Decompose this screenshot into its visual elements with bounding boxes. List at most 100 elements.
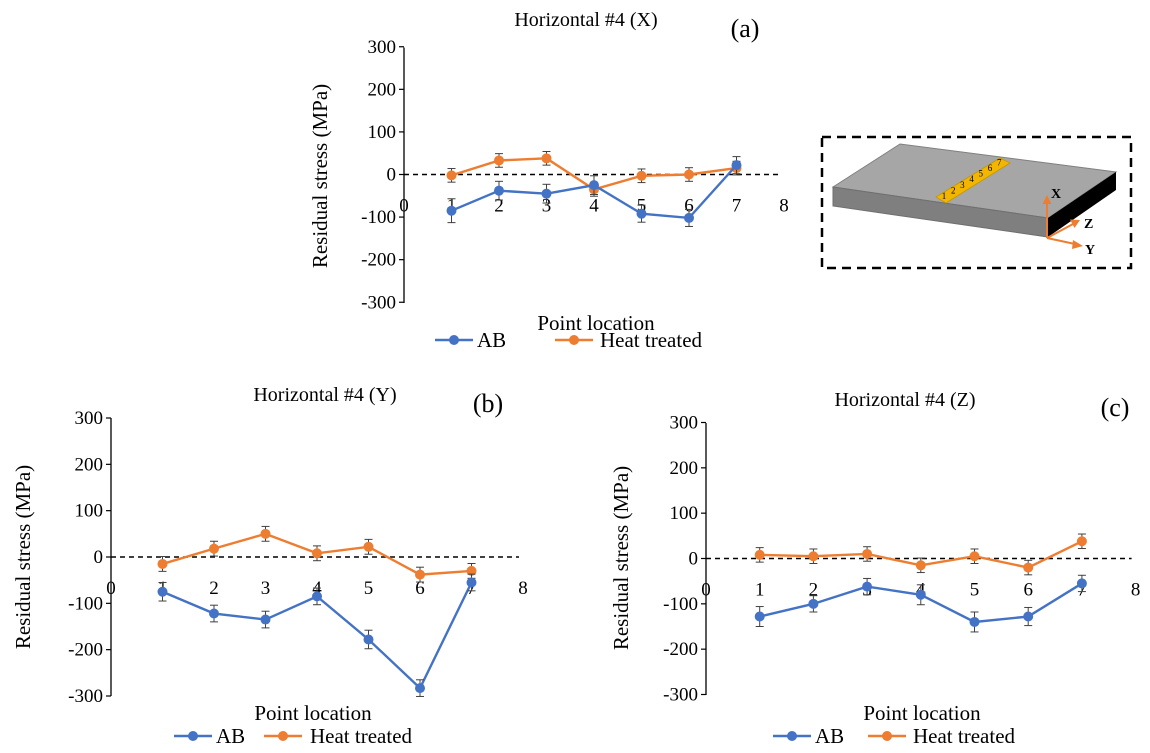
y-tick-label: 200 <box>670 458 699 479</box>
legend-marker-ab <box>787 731 797 741</box>
x-axis-label: Point location <box>863 701 981 725</box>
panel-label: (b) <box>473 389 503 418</box>
data-point-heat-treated <box>1076 536 1087 547</box>
data-point-heat-treated <box>636 170 647 181</box>
x-tick-label: 2 <box>809 580 819 601</box>
data-point-ab <box>915 589 926 600</box>
x-tick-label: 5 <box>970 580 980 601</box>
x-tick-label: 6 <box>1023 580 1033 601</box>
data-point-ab <box>466 577 477 588</box>
legend-label-ab: AB <box>216 724 245 748</box>
chart-title: Horizontal #4 (Z) <box>834 389 975 411</box>
data-point-ab <box>363 634 374 645</box>
data-point-heat-treated <box>754 549 765 560</box>
legend-marker-heat-treated <box>569 335 579 345</box>
x-tick-label: 1 <box>755 580 765 601</box>
y-tick-label: 0 <box>94 547 104 568</box>
legend-marker-ab <box>188 731 198 741</box>
y-axis-label: Residual stress (MPa) <box>609 466 633 650</box>
data-point-heat-treated <box>209 543 219 554</box>
z-axis-arrowhead <box>1070 219 1080 228</box>
x-axis-letter: X <box>1051 187 1061 202</box>
legend-marker-ab <box>449 335 459 345</box>
y-axis-letter: Y <box>1085 243 1095 258</box>
chart-panel-c: Horizontal #4 (Z) (c)3002001000-100-200-3… <box>609 389 1140 748</box>
x-tick-label: 2 <box>494 196 504 217</box>
y-tick-label: 100 <box>670 503 699 524</box>
y-tick-label: 300 <box>368 37 397 58</box>
data-point-heat-treated <box>446 170 457 181</box>
data-point-heat-treated <box>915 560 926 571</box>
data-point-ab <box>684 212 694 223</box>
x-tick-label: 7 <box>732 196 742 217</box>
x-tick-label: 3 <box>542 196 552 217</box>
y-tick-label: 0 <box>689 549 699 570</box>
legend-label-heat-treated: Heat treated <box>913 724 1016 748</box>
chart-title: Horizontal #4 (Y) <box>253 384 396 406</box>
legend-label-heat-treated: Heat treated <box>600 328 703 352</box>
chart-panel-b: Horizontal #4 (Y) (b)3002001000-100-200-3… <box>11 384 528 748</box>
y-axis-arrowhead <box>1072 240 1083 249</box>
data-point-heat-treated <box>260 528 271 539</box>
inset-dashed-frame <box>820 135 1133 270</box>
y-tick-label: -300 <box>361 292 396 313</box>
data-point-ab <box>862 581 873 592</box>
y-tick-label: -300 <box>663 685 698 706</box>
data-point-heat-treated <box>466 565 477 576</box>
y-tick-label: 100 <box>75 501 104 522</box>
legend-marker-heat-treated <box>882 731 892 741</box>
data-point-ab <box>541 188 552 199</box>
data-point-ab <box>1076 578 1087 589</box>
measurement-path-strip <box>935 157 1011 204</box>
x-tick-label: 6 <box>684 196 694 217</box>
data-point-ab <box>754 611 765 622</box>
y-axis-label: Residual stress (MPa) <box>308 84 332 268</box>
data-point-ab <box>260 614 271 625</box>
data-point-ab <box>636 208 647 219</box>
legend-label-ab: AB <box>477 328 506 352</box>
y-tick-label: -200 <box>663 639 698 660</box>
legend-label-heat-treated: Heat treated <box>310 724 413 748</box>
x-tick-label: 2 <box>209 578 219 599</box>
data-point-ab <box>209 608 219 619</box>
y-tick-label: -100 <box>361 207 396 228</box>
data-point-heat-treated <box>415 569 425 580</box>
y-tick-label: 100 <box>368 122 397 143</box>
x-axis-label: Point location <box>537 311 655 335</box>
chart-title: Horizontal #4 (X) <box>514 9 657 31</box>
y-tick-label: 200 <box>75 454 104 475</box>
x-tick-label: 3 <box>261 578 271 599</box>
data-point-heat-treated <box>312 548 322 559</box>
x-tick-label: 8 <box>1131 580 1141 601</box>
x-axis-label: Point location <box>254 701 372 725</box>
data-point-ab <box>1023 611 1034 622</box>
x-tick-label: 6 <box>415 578 425 599</box>
data-point-heat-treated <box>684 169 694 180</box>
panel-label: (c) <box>1101 393 1130 422</box>
y-tick-label: 300 <box>670 413 699 434</box>
legend-label-ab: AB <box>815 724 844 748</box>
data-point-ab <box>808 598 819 609</box>
data-point-ab <box>589 180 599 191</box>
data-point-heat-treated <box>1023 562 1034 573</box>
inset-point-label: 6 <box>988 163 993 173</box>
panel-label: (a) <box>731 14 760 43</box>
y-axis-arrow <box>1046 237 1076 245</box>
x-tick-label: 0 <box>106 578 116 599</box>
data-point-heat-treated <box>969 551 980 562</box>
inset-point-label: 1 <box>942 191 947 201</box>
x-tick-label: 0 <box>701 580 711 601</box>
inset-point-label: 4 <box>969 174 974 184</box>
x-tick-label: 8 <box>779 196 789 217</box>
inset-point-label: 2 <box>951 185 956 195</box>
data-point-heat-treated <box>494 155 504 166</box>
x-tick-label: 8 <box>518 578 528 599</box>
z-axis-letter: Z <box>1084 217 1093 232</box>
y-tick-label: -200 <box>361 250 396 271</box>
y-tick-label: -100 <box>663 594 698 615</box>
z-axis-arrow <box>1046 223 1074 239</box>
y-tick-label: -300 <box>68 686 103 707</box>
y-tick-label: -100 <box>68 593 103 614</box>
